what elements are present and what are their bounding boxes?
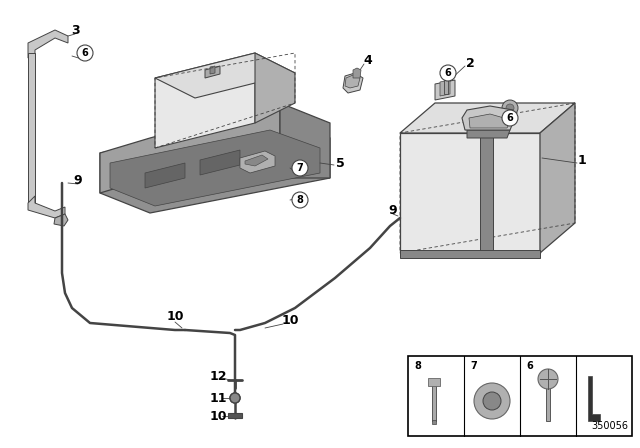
Polygon shape [462, 106, 515, 130]
Polygon shape [255, 53, 295, 123]
Polygon shape [353, 68, 361, 78]
Text: 10: 10 [209, 409, 227, 422]
Circle shape [292, 192, 308, 208]
Polygon shape [28, 53, 35, 203]
Polygon shape [400, 250, 540, 258]
Circle shape [538, 369, 558, 389]
Polygon shape [28, 196, 65, 218]
Polygon shape [400, 133, 540, 253]
Polygon shape [28, 30, 68, 58]
Polygon shape [228, 413, 242, 418]
Text: 350056: 350056 [591, 421, 628, 431]
Polygon shape [155, 53, 255, 148]
Polygon shape [432, 420, 436, 424]
Polygon shape [145, 163, 185, 188]
Polygon shape [240, 151, 275, 173]
Text: 3: 3 [70, 23, 79, 36]
Text: 5: 5 [335, 156, 344, 169]
Polygon shape [440, 80, 450, 96]
Text: 1: 1 [578, 154, 586, 167]
Text: 7: 7 [296, 163, 303, 173]
Text: 6: 6 [507, 113, 513, 123]
Polygon shape [210, 66, 215, 74]
Polygon shape [205, 66, 220, 78]
Polygon shape [345, 75, 360, 88]
Text: 7: 7 [470, 361, 477, 371]
Circle shape [502, 110, 518, 126]
Circle shape [230, 393, 240, 403]
Text: 2: 2 [466, 56, 474, 69]
Text: 9: 9 [74, 173, 83, 186]
Text: 8: 8 [415, 361, 421, 371]
Text: 10: 10 [281, 314, 299, 327]
Text: 11: 11 [209, 392, 227, 405]
Polygon shape [540, 103, 575, 253]
Polygon shape [100, 103, 280, 193]
Text: 6: 6 [445, 68, 451, 78]
Polygon shape [588, 376, 600, 421]
Polygon shape [280, 103, 330, 178]
Polygon shape [110, 130, 320, 206]
Text: 10: 10 [166, 310, 184, 323]
Circle shape [292, 160, 308, 176]
Polygon shape [400, 103, 575, 133]
Text: 6: 6 [527, 361, 533, 371]
Polygon shape [54, 214, 68, 226]
Circle shape [230, 393, 240, 403]
Polygon shape [435, 80, 455, 100]
Text: 8: 8 [296, 195, 303, 205]
Polygon shape [100, 118, 330, 213]
Polygon shape [444, 73, 448, 94]
Circle shape [506, 104, 514, 112]
Text: 12: 12 [209, 370, 227, 383]
FancyBboxPatch shape [408, 356, 632, 436]
Polygon shape [245, 155, 268, 166]
Polygon shape [469, 114, 511, 128]
Text: 6: 6 [82, 48, 88, 58]
Circle shape [440, 65, 456, 81]
Polygon shape [480, 133, 493, 253]
Polygon shape [546, 384, 550, 421]
Circle shape [502, 100, 518, 116]
Circle shape [474, 383, 510, 419]
Circle shape [483, 392, 501, 410]
Polygon shape [467, 130, 510, 138]
Polygon shape [428, 378, 440, 386]
Polygon shape [200, 150, 240, 175]
Text: 9: 9 [388, 203, 397, 216]
Polygon shape [155, 53, 295, 98]
Polygon shape [343, 73, 363, 93]
Text: 4: 4 [364, 53, 372, 66]
Polygon shape [432, 381, 436, 421]
Circle shape [77, 45, 93, 61]
